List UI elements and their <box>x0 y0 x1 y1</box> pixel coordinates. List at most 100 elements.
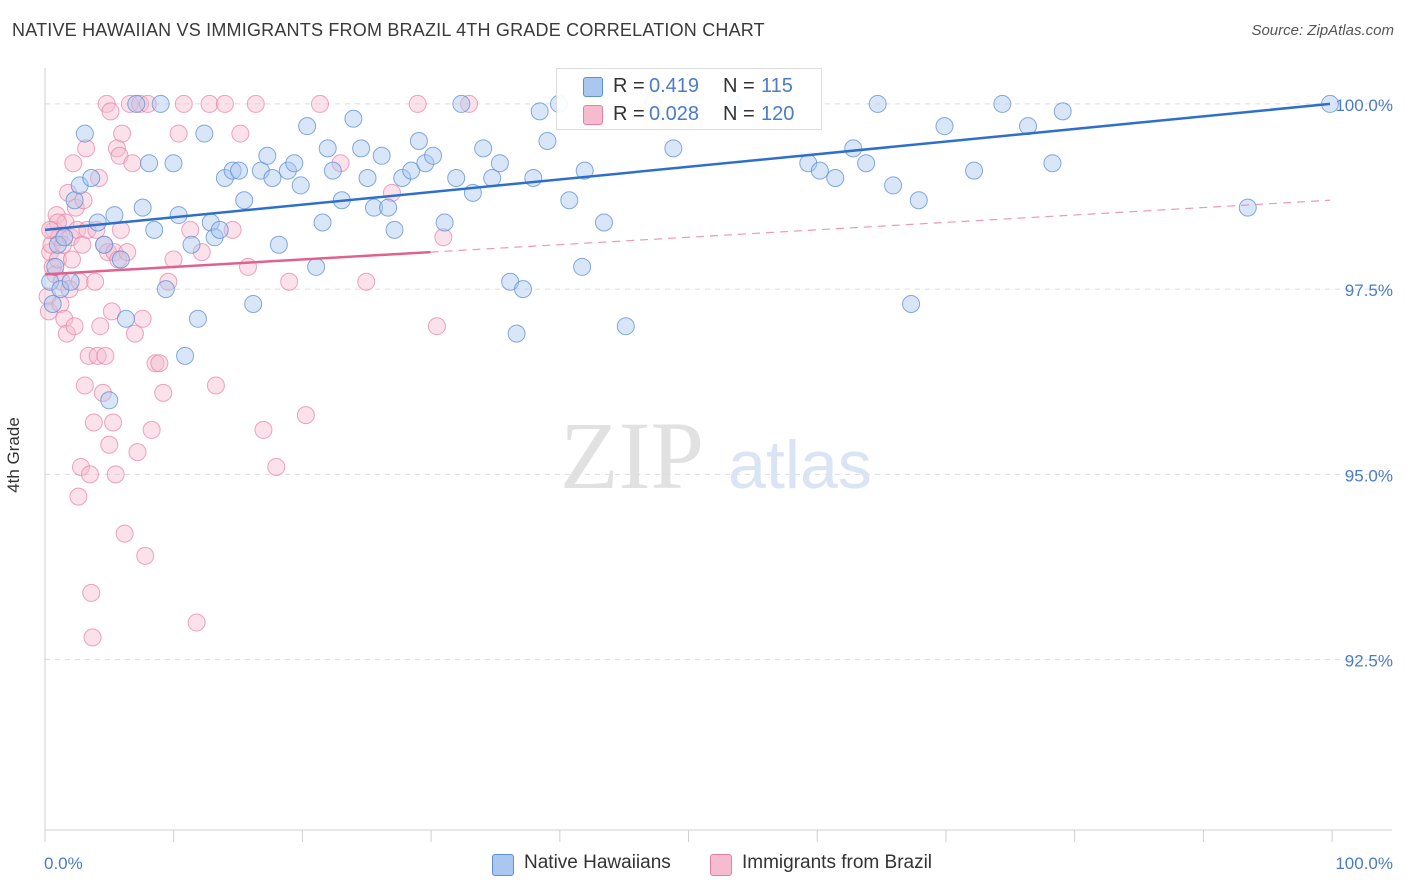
data-point-native-hawaiian <box>538 131 557 150</box>
legend-swatch-native-hawaiians <box>492 854 514 876</box>
data-point-brazil <box>51 294 70 313</box>
data-point-native-hawaiian <box>285 154 304 173</box>
data-point-brazil <box>91 317 110 336</box>
data-point-native-hawaiian <box>416 154 435 173</box>
data-point-native-hawaiian <box>993 94 1012 113</box>
chart-title: NATIVE HAWAIIAN VS IMMIGRANTS FROM BRAZI… <box>12 20 765 40</box>
data-point-native-hawaiian <box>664 139 683 158</box>
n-label: N = <box>723 103 755 125</box>
data-point-brazil <box>200 94 219 113</box>
data-point-brazil <box>55 309 74 328</box>
data-point-native-hawaiian <box>105 206 124 225</box>
data-point-native-hawaiian <box>195 124 214 143</box>
data-point-brazil <box>115 524 134 543</box>
data-point-brazil <box>66 198 85 217</box>
n-label: N = <box>723 75 755 97</box>
data-point-native-hawaiian <box>116 309 135 328</box>
data-point-brazil <box>460 94 479 113</box>
data-point-brazil <box>296 406 315 425</box>
data-point-brazil <box>223 220 242 239</box>
data-point-native-hawaiian <box>385 220 404 239</box>
data-point-native-hawaiian <box>140 154 159 173</box>
data-point-brazil <box>77 139 96 158</box>
data-point-native-hawaiian <box>145 220 164 239</box>
data-point-brazil <box>101 102 120 121</box>
legend-label: Immigrants from Brazil <box>742 852 933 873</box>
data-point-native-hawaiian <box>164 154 183 173</box>
source-credit: Source: ZipAtlas.com <box>1251 22 1394 39</box>
data-point-native-hawaiian <box>514 280 533 299</box>
data-point-native-hawaiian <box>291 176 310 195</box>
series-native-hawaiians-points <box>41 94 1339 410</box>
data-point-native-hawaiian <box>402 161 421 180</box>
data-point-native-hawaiian <box>244 294 263 313</box>
data-point-native-hawaiian <box>507 324 526 343</box>
data-point-brazil <box>246 94 265 113</box>
data-point-native-hawaiian <box>935 117 954 136</box>
data-point-native-hawaiian <box>133 198 152 217</box>
data-point-native-hawaiian <box>844 139 863 158</box>
stats-row-native-hawaiians: R = 0.419 N = 115 <box>557 73 821 101</box>
data-point-brazil <box>86 272 105 291</box>
data-point-brazil <box>231 124 250 143</box>
data-point-native-hawaiian <box>215 169 234 188</box>
data-point-native-hawaiian <box>884 176 903 195</box>
data-point-native-hawaiian <box>560 191 579 210</box>
data-point-native-hawaiian <box>857 154 876 173</box>
data-point-native-hawaiian <box>364 198 383 217</box>
data-point-native-hawaiian <box>452 94 471 113</box>
data-point-native-hawaiian <box>909 191 928 210</box>
data-point-native-hawaiian <box>48 235 67 254</box>
data-point-native-hawaiian <box>258 146 277 165</box>
data-point-brazil <box>84 413 103 432</box>
n-value: 115 <box>761 75 793 97</box>
data-point-brazil <box>169 124 188 143</box>
data-point-brazil <box>65 317 84 336</box>
data-point-brazil <box>93 383 112 402</box>
y-tick-label: 100.0% <box>1335 96 1393 115</box>
data-point-native-hawaiian <box>902 294 921 313</box>
y-tick-label: 92.5% <box>1345 652 1393 671</box>
data-point-brazil <box>106 465 125 484</box>
data-point-brazil <box>102 302 121 321</box>
data-point-native-hawaiian <box>251 161 270 180</box>
data-point-brazil <box>82 583 101 602</box>
legend-swatch-immigrants-from-brazil <box>710 854 732 876</box>
data-point-brazil <box>104 413 123 432</box>
y-tick-label: 95.0% <box>1345 466 1393 485</box>
legend-label: Native Hawaiians <box>524 852 671 873</box>
data-point-brazil <box>382 183 401 202</box>
data-point-brazil <box>62 250 81 269</box>
data-point-native-hawaiian <box>43 294 62 313</box>
data-point-native-hawaiian <box>95 235 114 254</box>
data-point-native-hawaiian <box>379 198 398 217</box>
data-point-native-hawaiian <box>810 161 829 180</box>
data-point-brazil <box>310 94 329 113</box>
data-point-native-hawaiian <box>524 169 543 188</box>
data-point-native-hawaiian <box>55 228 74 247</box>
data-point-native-hawaiian <box>965 161 984 180</box>
data-point-native-hawaiian <box>1053 102 1072 121</box>
data-point-brazil <box>434 228 453 247</box>
data-point-brazil <box>80 465 99 484</box>
data-point-brazil <box>113 124 132 143</box>
data-point-brazil <box>280 272 299 291</box>
data-point-native-hawaiian <box>188 309 207 328</box>
data-point-brazil <box>133 309 152 328</box>
data-point-native-hawaiian <box>307 257 326 276</box>
data-point-native-hawaiian <box>70 176 89 195</box>
data-point-brazil <box>83 628 102 647</box>
data-point-brazil <box>96 346 115 365</box>
data-point-brazil <box>142 420 161 439</box>
data-point-brazil <box>136 546 155 565</box>
data-point-brazil <box>154 383 173 402</box>
data-point-native-hawaiian <box>573 257 592 276</box>
data-point-brazil <box>47 206 66 225</box>
data-point-brazil <box>89 169 108 188</box>
data-point-native-hawaiian <box>46 257 65 276</box>
data-point-native-hawaiian <box>156 280 175 299</box>
data-point-native-hawaiian <box>483 169 502 188</box>
stats-row-immigrants-from-brazil: R = 0.028 N = 120 <box>557 101 821 129</box>
data-point-native-hawaiian <box>100 391 119 410</box>
